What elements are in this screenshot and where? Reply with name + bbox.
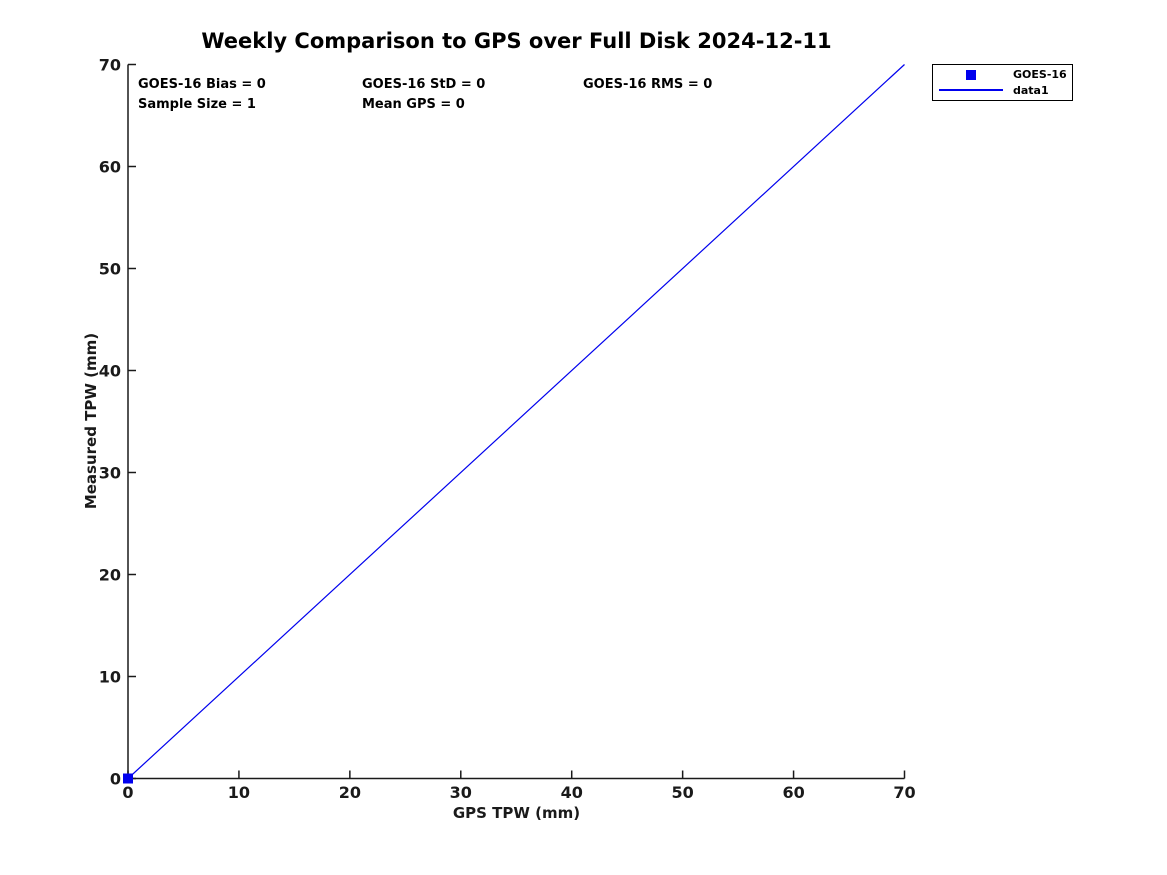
y-tick-label: 20	[99, 566, 121, 585]
annotation-bias: GOES-16 Bias = 0	[138, 77, 266, 92]
legend-line-marker-icon	[939, 89, 1003, 92]
y-axis-label: Measured TPW (mm)	[82, 332, 100, 510]
chart-title: Weekly Comparison to GPS over Full Disk …	[201, 29, 832, 53]
y-tick-label: 40	[99, 362, 121, 381]
x-axis-label: GPS TPW (mm)	[452, 804, 581, 822]
legend-box: GOES-16 data1	[932, 64, 1073, 101]
legend-square-marker-icon	[966, 69, 976, 80]
x-tick-label: 70	[893, 783, 915, 802]
y-tick-label: 70	[99, 56, 121, 75]
annotation-sample-size: Sample Size = 1	[138, 97, 256, 112]
legend-marker-column	[933, 89, 1009, 92]
legend-item-goes16: GOES-16	[933, 67, 1072, 82]
legend-marker-column	[933, 69, 1009, 80]
x-tick-label: 20	[339, 783, 361, 802]
x-tick-label: 60	[782, 783, 804, 802]
legend-label-data1: data1	[1013, 83, 1049, 97]
annotation-mean-gps: Mean GPS = 0	[362, 97, 465, 112]
x-tick-label: 30	[450, 783, 472, 802]
series-line-data1	[127, 64, 905, 779]
x-tick-label: 0	[122, 783, 133, 802]
y-tick-label: 0	[110, 770, 121, 789]
x-tick-label: 10	[228, 783, 250, 802]
legend-item-data1: data1	[933, 83, 1072, 98]
y-tick-label: 30	[99, 464, 121, 483]
annotation-rms: GOES-16 RMS = 0	[583, 77, 713, 92]
annotation-std: GOES-16 StD = 0	[362, 77, 486, 92]
legend-label-goes16: GOES-16	[1013, 68, 1067, 82]
x-tick-label: 40	[561, 783, 583, 802]
x-tick-label: 50	[672, 783, 694, 802]
y-tick-label: 50	[99, 260, 121, 279]
y-tick-label: 10	[99, 668, 121, 687]
y-tick-label: 60	[99, 158, 121, 177]
